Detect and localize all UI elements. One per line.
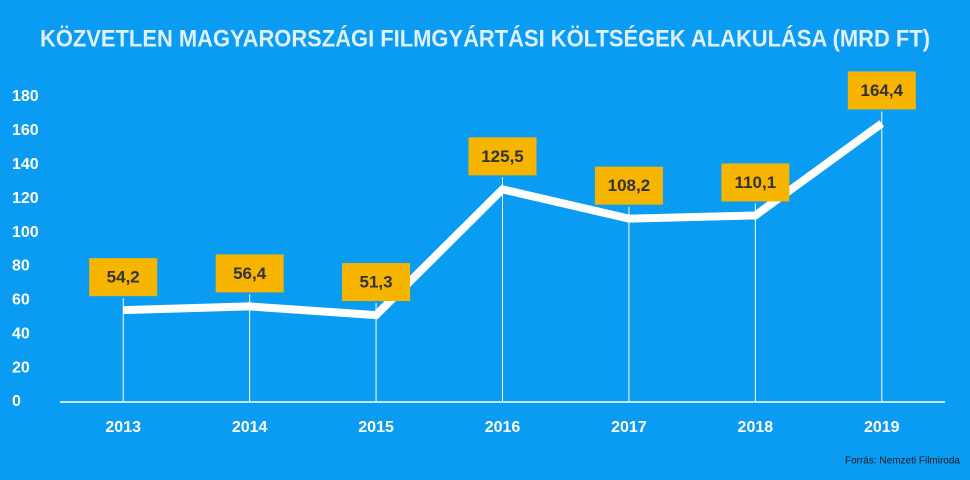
value-label-box — [721, 163, 790, 202]
value-label: 108,2 — [608, 176, 651, 195]
chart-title: KÖZVETLEN MAGYARORSZÁGI FILMGYÁRTÁSI KÖL… — [40, 24, 930, 52]
y-tick-label: 80 — [12, 258, 30, 275]
value-label-box — [468, 137, 537, 176]
value-label: 125,5 — [481, 147, 524, 166]
value-label-box — [342, 263, 411, 302]
value-label: 164,4 — [861, 81, 904, 100]
x-tick-label: 2017 — [611, 419, 647, 436]
y-tick-label: 60 — [12, 292, 30, 309]
line — [123, 120, 885, 320]
value-label-box — [847, 71, 916, 110]
y-tick-label: 180 — [12, 88, 39, 105]
y-tick-label: 40 — [12, 325, 30, 342]
x-tick-label: 2014 — [232, 419, 268, 436]
value-label: 51,3 — [360, 273, 393, 292]
value-label: 110,1 — [735, 173, 777, 192]
y-tick-label: 20 — [12, 359, 30, 376]
x-tick-label: 2013 — [105, 419, 141, 436]
y-tick-label: 100 — [12, 224, 39, 241]
value-label: 54,2 — [107, 268, 140, 287]
x-tick-label: 2016 — [485, 419, 521, 436]
value-label-box — [215, 254, 284, 293]
y-tick-label: 140 — [12, 156, 39, 173]
value-label-box — [89, 258, 158, 297]
y-tick-label: 120 — [12, 190, 39, 207]
y-tick-label: 0 — [12, 393, 21, 410]
value-label: 56,4 — [233, 264, 267, 283]
x-tick-label: 2019 — [864, 419, 900, 436]
y-tick-label: 160 — [12, 122, 39, 139]
x-tick-label: 2018 — [738, 419, 774, 436]
value-label-box — [594, 166, 663, 205]
source: Forrás: Nemzeti Filmiroda — [845, 456, 960, 467]
x-tick-label: 2015 — [358, 419, 394, 436]
